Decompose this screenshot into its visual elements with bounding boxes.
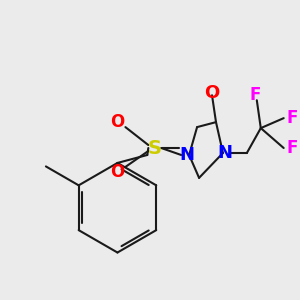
Text: N: N bbox=[218, 144, 232, 162]
Text: F: F bbox=[287, 139, 298, 157]
Text: F: F bbox=[287, 109, 298, 127]
Text: N: N bbox=[180, 146, 195, 164]
Text: F: F bbox=[249, 86, 260, 104]
Text: O: O bbox=[110, 113, 124, 131]
Text: O: O bbox=[110, 163, 124, 181]
Text: O: O bbox=[204, 84, 220, 102]
Text: S: S bbox=[147, 139, 161, 158]
